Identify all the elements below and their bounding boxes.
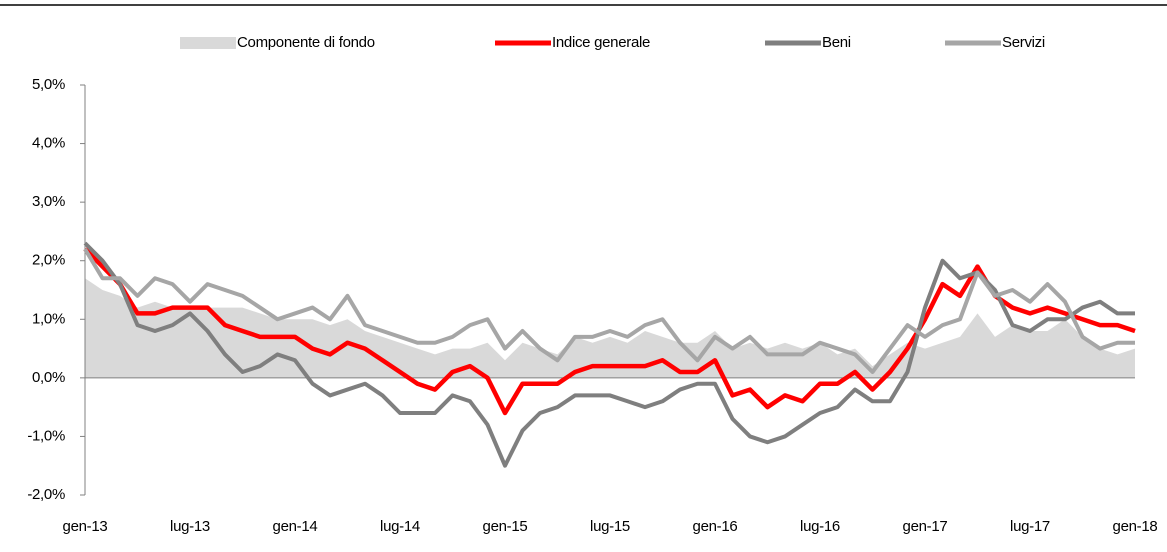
area — [85, 278, 1135, 378]
line — [83, 241, 1135, 468]
x-tick-label: gen-17 — [903, 518, 948, 535]
x-tick-label: gen-16 — [693, 518, 738, 535]
y-tick-label: 3,0% — [32, 193, 65, 210]
x-tick-label: gen-13 — [63, 518, 108, 535]
legend-label: Servizi — [1002, 34, 1045, 51]
legend-label: Componente di fondo — [237, 34, 375, 51]
line — [83, 247, 1135, 374]
x-tick-label: lug-17 — [1010, 518, 1050, 535]
legend-label: Indice generale — [552, 34, 650, 51]
y-tick-label: 2,0% — [32, 252, 65, 269]
x-tick-label: lug-13 — [170, 518, 210, 535]
y-tick-label: 1,0% — [32, 310, 65, 327]
y-tick-label: 5,0% — [32, 76, 65, 93]
x-tick-label: lug-15 — [590, 518, 630, 535]
y-tick-label: -2,0% — [27, 486, 65, 503]
y-tick-label: -1,0% — [27, 427, 65, 444]
line — [83, 247, 1136, 416]
x-tick-label: gen-15 — [483, 518, 528, 535]
x-tick-label: gen-18 — [1113, 518, 1158, 535]
y-tick-label: 0,0% — [32, 369, 65, 386]
x-tick-label: lug-14 — [380, 518, 420, 535]
y-tick-label: 4,0% — [32, 135, 65, 152]
legend-swatch — [180, 37, 236, 49]
legend-label: Beni — [822, 34, 851, 51]
x-tick-label: gen-14 — [273, 518, 318, 535]
x-tick-label: lug-16 — [800, 518, 840, 535]
